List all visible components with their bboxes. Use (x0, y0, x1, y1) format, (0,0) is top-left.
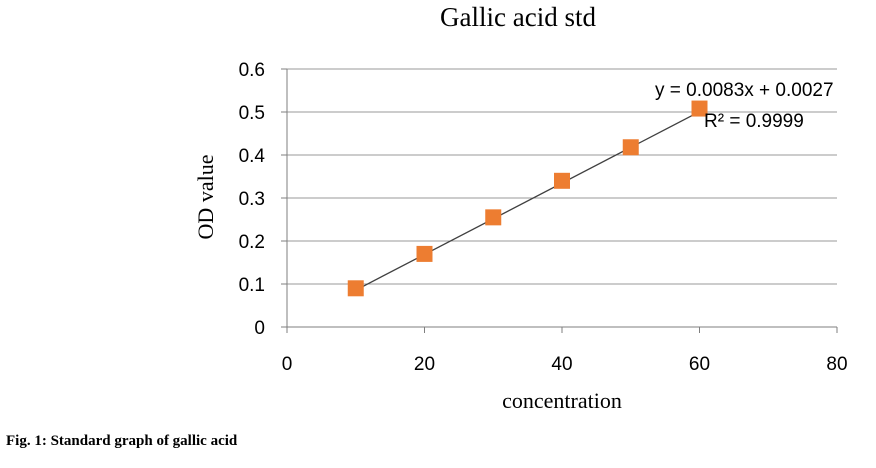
data-point (691, 100, 708, 117)
data-point (554, 172, 570, 189)
data-point (347, 280, 364, 297)
y-tick-label: 0.1 (239, 275, 265, 296)
figure-caption: Fig. 1: Standard graph of gallic acid (6, 433, 238, 449)
y-tick-label: 0 (254, 318, 265, 339)
axes (281, 68, 838, 333)
r-squared-label: R² = 0.9999 (704, 111, 804, 132)
x-tick-label: 60 (689, 354, 710, 375)
data-point (622, 139, 639, 156)
data-point (416, 245, 433, 262)
y-tick-labels: 0 0.1 0.2 0.3 0.4 0.5 0.6 (239, 60, 266, 339)
y-tick-label: 0.5 (239, 103, 265, 124)
x-axis-label: concentration (502, 388, 622, 413)
chart: Gallic acid std 0 0.1 0.2 0.3 0.4 0.5 0.6 0 20 4… (193, 2, 848, 413)
chart-title: Gallic acid std (440, 2, 596, 32)
x-tick-label: 0 (282, 354, 293, 375)
y-tick-label: 0.2 (239, 232, 265, 253)
x-tick-labels: 0 20 40 60 80 (282, 354, 848, 375)
y-tick-label: 0.3 (239, 189, 265, 210)
y-axis-label: OD value (193, 155, 218, 240)
y-tick-label: 0.6 (239, 60, 265, 81)
trendline-equation: y = 0.0083x + 0.0027 (655, 80, 834, 101)
data-point (485, 209, 502, 226)
x-tick-label: 40 (551, 354, 572, 375)
x-tick-label: 80 (826, 354, 847, 375)
data-points (347, 100, 708, 297)
y-tick-label: 0.4 (239, 146, 266, 167)
x-tick-label: 20 (414, 354, 435, 375)
trendline (355, 111, 700, 291)
gridlines (287, 68, 837, 285)
trendline-group (355, 111, 700, 291)
